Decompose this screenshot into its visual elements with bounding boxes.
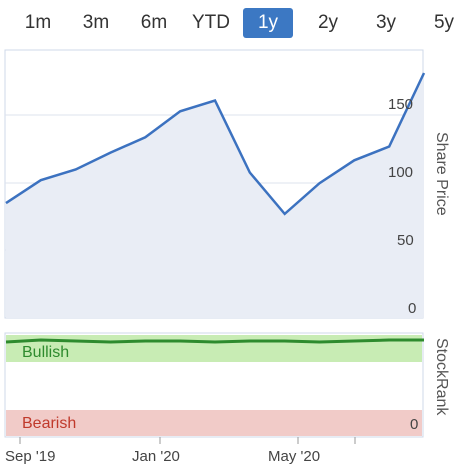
stockrank-axis-title: StockRank — [433, 338, 450, 416]
tab-1m[interactable]: 1m — [24, 12, 52, 33]
y-tick-50: 50 — [397, 232, 414, 249]
share-price-axis-title: Share Price — [433, 132, 450, 216]
x-label-jan20: Jan '20 — [132, 448, 180, 465]
tab-6m[interactable]: 6m — [140, 12, 168, 33]
y-tick-150: 150 — [388, 96, 414, 113]
tab-1y[interactable]: 1y — [243, 8, 293, 38]
bullish-label: Bullish — [22, 344, 70, 361]
stockrank-line — [5, 338, 424, 344]
date-range-tabs: 1m 3m 6m YTD 1y 2y 3y 5y — [0, 4, 468, 40]
bearish-zone — [6, 410, 422, 436]
bearish-label: Bearish — [22, 415, 77, 432]
x-label-sep19: Sep '19 — [5, 448, 56, 465]
tab-3m[interactable]: 3m — [82, 12, 110, 33]
y-tick-0: 0 — [408, 300, 417, 317]
price-area — [6, 73, 424, 318]
tab-5y[interactable]: 5y — [433, 12, 455, 33]
tab-2y[interactable]: 2y — [317, 12, 339, 33]
price-line — [5, 72, 426, 216]
tab-ytd[interactable]: YTD — [192, 12, 230, 33]
stockrank-y-tick-0: 0 — [410, 416, 419, 433]
x-label-may20: May '20 — [268, 448, 321, 465]
y-tick-100: 100 — [388, 164, 414, 181]
tab-3y[interactable]: 3y — [375, 12, 397, 33]
